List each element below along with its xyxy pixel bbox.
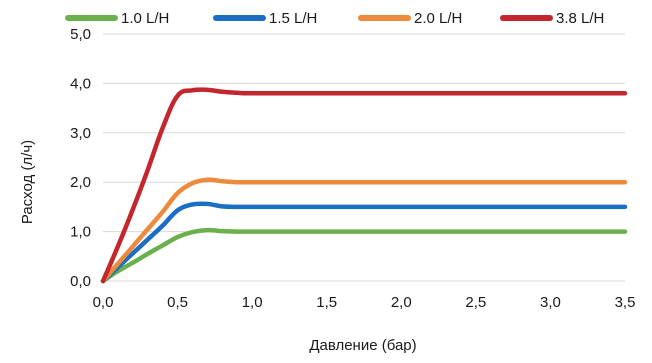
x-tick-label: 3,0	[540, 294, 561, 311]
y-tick-label: 5,0	[70, 26, 91, 43]
grid-lines	[103, 33, 625, 282]
x-axis-title: Давление (бар)	[309, 337, 416, 354]
legend-item-2: 1.5 L/H	[213, 10, 317, 27]
legend-label: 1.5 L/H	[269, 10, 317, 27]
x-tick-label: 0,0	[93, 294, 114, 311]
series-line-4	[100, 87, 628, 284]
x-tick-label: 2,5	[465, 294, 486, 311]
x-tick-label: 2,0	[391, 294, 412, 311]
series-line-1	[100, 227, 628, 284]
y-tick-label: 1,0	[70, 224, 91, 241]
y-tick-label: 2,0	[70, 174, 91, 191]
legend-label: 3.8 L/H	[556, 10, 604, 27]
legend-item-4: 3.8 L/H	[500, 10, 604, 27]
x-tick-label: 0,5	[167, 294, 188, 311]
x-tick-label: 1,5	[316, 294, 337, 311]
y-tick-label: 4,0	[70, 75, 91, 92]
x-tick-label: 3,5	[615, 294, 636, 311]
y-tick-label: 0,0	[70, 273, 91, 290]
legend-item-3: 2.0 L/H	[358, 10, 462, 27]
x-tick-label: 1,0	[242, 294, 263, 311]
series-line-3	[100, 177, 628, 284]
legend-item-1: 1.0 L/H	[65, 10, 169, 27]
x-axis-ticks: 0,0 0,5 1,0 1,5 2,0 2,5 3,0 3,5	[93, 294, 636, 311]
legend-label: 1.0 L/H	[121, 10, 169, 27]
y-axis-title: Расход (л/ч)	[19, 140, 36, 224]
legend-label: 2.0 L/H	[414, 10, 462, 27]
y-tick-label: 3,0	[70, 125, 91, 142]
series-line-2	[100, 201, 628, 284]
legend: 1.0 L/H 1.5 L/H 2.0 L/H 3.8 L/H	[65, 10, 604, 27]
series-lines	[100, 87, 628, 284]
y-axis-ticks: 0,0 1,0 2,0 3,0 4,0 5,0	[70, 26, 91, 290]
